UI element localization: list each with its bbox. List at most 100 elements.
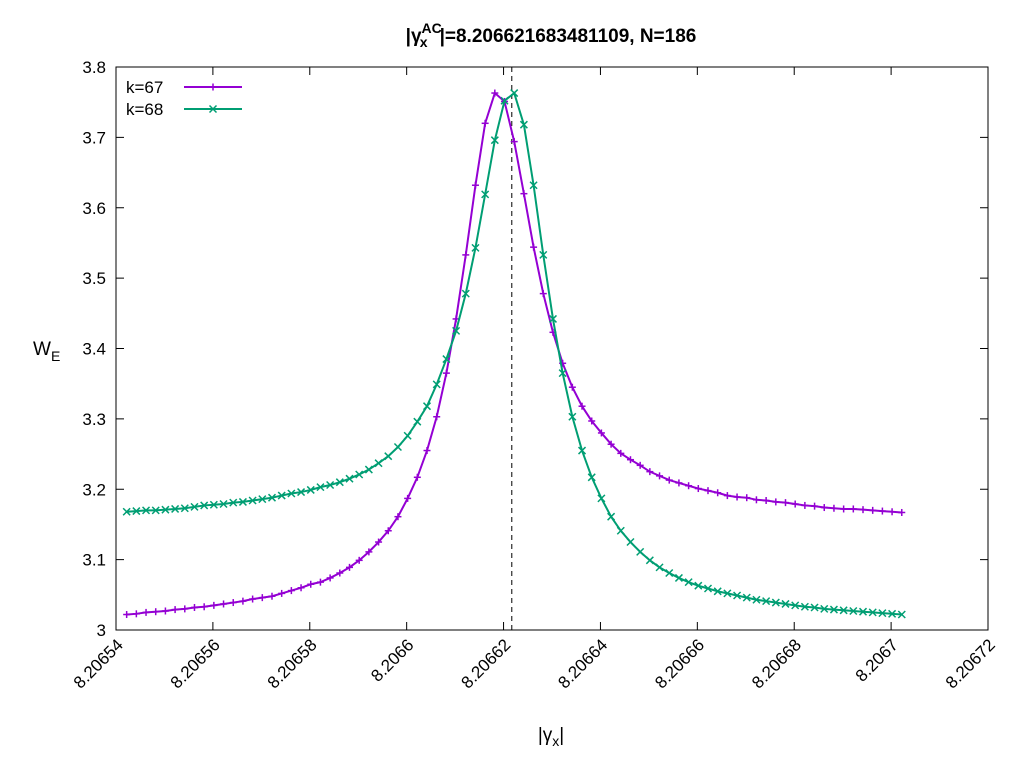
data-point [752, 595, 761, 604]
y-tick-label: 3.4 [82, 340, 106, 359]
data-point [471, 181, 479, 189]
y-tick-label: 3.7 [82, 128, 106, 147]
data-point [685, 482, 693, 490]
data-point [481, 190, 490, 199]
data-point [617, 449, 625, 457]
data-point [771, 598, 780, 607]
data-point [142, 506, 151, 515]
data-point [142, 608, 150, 616]
series-line [126, 91, 902, 616]
data-point [249, 595, 257, 603]
data-point [326, 480, 335, 490]
data-point [287, 489, 296, 498]
data-point [811, 502, 819, 510]
data-point [500, 96, 509, 105]
data-point [316, 483, 325, 492]
x-tick-label: 8.20668 [748, 635, 805, 692]
data-point [200, 501, 209, 510]
data-point [878, 507, 886, 515]
data-point [432, 380, 441, 389]
data-point [782, 499, 790, 507]
data-point [287, 587, 295, 595]
data-point [267, 493, 277, 502]
data-point [171, 606, 179, 614]
data-point [733, 591, 742, 600]
data-point [258, 594, 266, 602]
data-point [888, 508, 896, 516]
y-tick-label: 3.6 [82, 199, 106, 218]
data-point [510, 138, 518, 146]
y-tick-label: 3.8 [82, 58, 106, 77]
data-point [433, 413, 441, 421]
data-point [568, 412, 577, 421]
x-tick-label: 8.20654 [70, 635, 127, 692]
data-point [597, 494, 606, 503]
data-point [326, 574, 334, 582]
x-axis: 8.20654 8.20656 8.20658 8.2066 8.20662 8.2066… [70, 67, 999, 692]
data-point [626, 456, 634, 464]
data-point [519, 120, 528, 129]
data-point [645, 556, 654, 565]
chart-title: |γAC x |=8.206621683481109, N=186 [406, 20, 697, 50]
data-point [278, 589, 286, 597]
data-point [374, 459, 383, 468]
data-point [491, 89, 499, 97]
data-point [355, 556, 363, 564]
x-tick-label: 8.20666 [651, 635, 708, 692]
data-point [365, 548, 373, 556]
data-point [694, 485, 702, 493]
data-point [636, 547, 645, 556]
data-point [316, 578, 324, 586]
y-axis: 3 3.1 3.2 3.3 3.4 3.5 3.6 3.7 3.8 [82, 58, 988, 640]
data-point [539, 250, 548, 259]
data-point [530, 243, 538, 251]
data-point [578, 402, 586, 410]
data-point [442, 355, 451, 364]
data-point [404, 494, 412, 502]
data-point [238, 497, 247, 506]
data-point [403, 431, 412, 440]
data-point [393, 442, 402, 452]
data-point [190, 603, 198, 611]
data-point [151, 506, 160, 515]
data-point [200, 603, 208, 611]
data-point [462, 251, 470, 259]
data-point [800, 602, 809, 611]
data-point [762, 497, 770, 505]
data-point [830, 504, 838, 512]
data-point [665, 568, 674, 578]
data-point [675, 479, 683, 487]
data-point [742, 593, 751, 602]
data-point [898, 508, 906, 516]
data-point [791, 601, 800, 610]
data-point [694, 581, 703, 590]
y-axis-label: WE [33, 339, 60, 364]
x-axis-label: |γx| [538, 725, 564, 749]
data-point [220, 600, 228, 608]
series-layer [122, 89, 906, 619]
x-tick-label: 8.20672 [942, 635, 999, 692]
data-point [529, 181, 538, 190]
data-point [849, 606, 858, 616]
data-point [384, 452, 393, 461]
data-point [384, 527, 392, 535]
data-point [161, 505, 170, 514]
data-point [258, 495, 267, 504]
x-tick-label: 8.20658 [264, 635, 321, 692]
data-point [520, 190, 528, 198]
data-point [752, 496, 760, 504]
data-point [704, 487, 712, 495]
data-point [868, 608, 877, 617]
series-1 [123, 89, 906, 619]
data-point [132, 610, 140, 618]
data-point [762, 597, 771, 606]
data-point [665, 476, 673, 484]
data-point [422, 402, 432, 411]
data-point [723, 589, 732, 598]
data-point [345, 474, 354, 483]
x-tick-label: 8.20656 [167, 635, 224, 692]
data-point [442, 369, 450, 377]
legend-label: k=67 [126, 78, 163, 97]
data-point [607, 512, 616, 521]
data-point [181, 605, 189, 613]
